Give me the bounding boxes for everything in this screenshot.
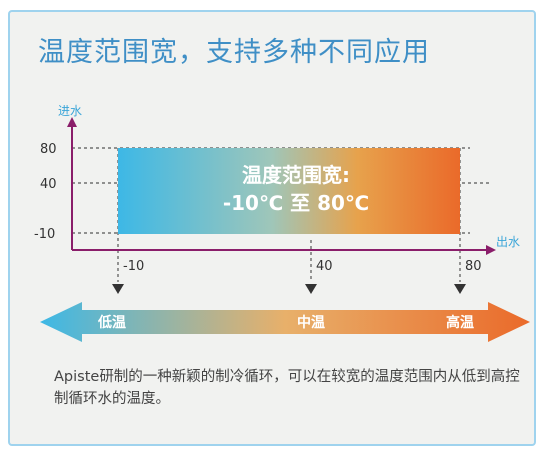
down-marker-icon bbox=[112, 284, 124, 294]
y-axis-label: 进水 bbox=[58, 104, 82, 118]
scale-high-label: 高温 bbox=[446, 314, 474, 331]
range-box-line1: 温度范围宽: bbox=[242, 163, 350, 187]
y-tick-label: 80 bbox=[40, 142, 57, 157]
y-axis-arrow bbox=[67, 117, 77, 127]
scale-mid-label: 中温 bbox=[297, 314, 325, 331]
scale-low-label: 低温 bbox=[97, 314, 126, 331]
y-tick-label: -10 bbox=[34, 227, 55, 242]
x-axis-label: 出水 bbox=[496, 235, 520, 249]
range-box-line2: -10℃ 至 80℃ bbox=[223, 191, 369, 215]
x-axis-arrow bbox=[486, 245, 496, 255]
temperature-scale-arrow bbox=[40, 302, 530, 342]
down-marker-icon bbox=[454, 284, 466, 294]
description-text: Apiste研制的一种新颖的制冷循环，可以在较宽的温度范围内从低到高控制循环水的… bbox=[54, 369, 520, 407]
y-tick-label: 40 bbox=[40, 177, 57, 192]
range-box bbox=[118, 148, 460, 234]
x-tick-label: -10 bbox=[123, 259, 144, 274]
x-tick-label: 80 bbox=[465, 259, 482, 274]
page-title: 温度范围宽，支持多种不同应用 bbox=[38, 37, 430, 68]
x-tick-label: 40 bbox=[316, 259, 333, 274]
down-marker-icon bbox=[305, 284, 317, 294]
